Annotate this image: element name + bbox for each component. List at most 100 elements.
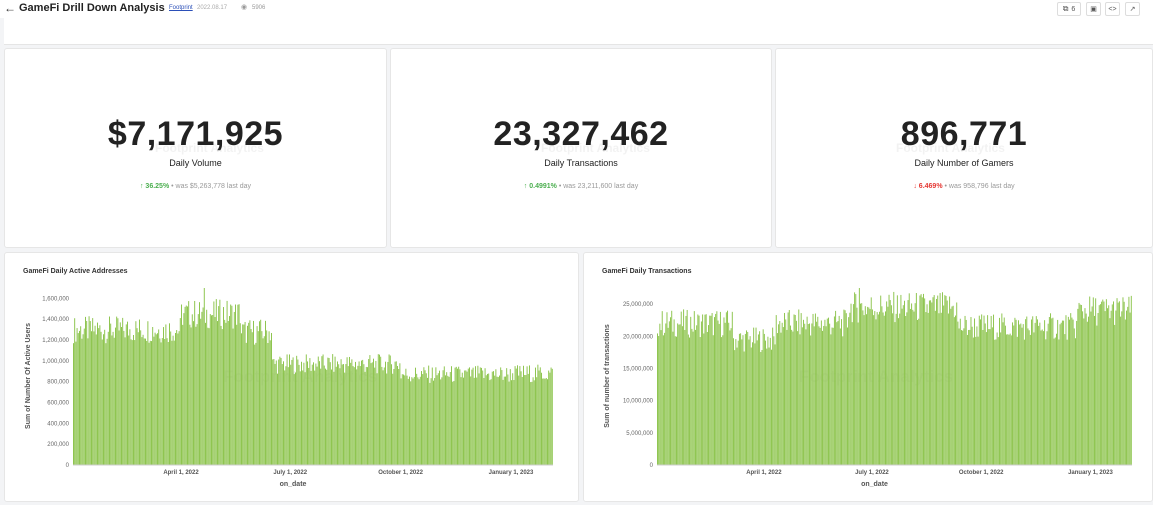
chart-bar[interactable] [774,344,776,465]
chart-bar[interactable] [1013,325,1015,466]
chart-bar[interactable] [839,328,841,465]
chart-bar[interactable] [137,332,139,465]
chart-bar[interactable] [819,327,821,465]
chart-bar[interactable] [1038,325,1040,465]
chart-bar[interactable] [700,321,702,465]
chart-bar[interactable] [824,319,826,465]
chart-bar[interactable] [662,335,664,465]
chart-bar[interactable] [928,300,930,465]
chart-bar[interactable] [171,340,173,465]
chart-bar[interactable] [388,354,390,465]
chart-bar[interactable] [465,370,467,465]
chart-bar[interactable] [453,380,455,465]
chart-bar[interactable] [196,324,198,465]
chart-bar[interactable] [1110,310,1112,465]
chart-bar[interactable] [1130,295,1132,465]
chart-bar[interactable] [428,365,430,465]
chart-bar[interactable] [791,329,793,465]
chart-bar[interactable] [136,328,138,465]
chart-bar[interactable] [121,327,122,465]
chart-bar[interactable] [776,333,778,465]
chart-bar[interactable] [255,342,257,465]
chart-bar[interactable] [511,380,512,465]
chart-bar[interactable] [823,325,825,465]
chart-bar[interactable] [127,321,128,465]
chart-bar[interactable] [98,328,100,465]
chart-bar[interactable] [743,351,745,465]
chart-bar[interactable] [347,366,349,465]
chart-bar[interactable] [191,314,193,465]
chart-bar[interactable] [262,338,264,465]
chart-bar[interactable] [111,335,113,465]
chart-bar[interactable] [915,293,917,465]
chart-bar[interactable] [500,367,502,465]
chart-bar[interactable] [146,340,148,465]
chart-bar[interactable] [439,370,440,465]
chart-bar[interactable] [211,315,212,465]
chart-bar[interactable] [193,321,194,465]
chart-bar[interactable] [441,377,443,465]
chart-bar[interactable] [727,310,729,465]
chart-bar[interactable] [387,361,389,465]
chart-bar[interactable] [768,347,770,465]
chart-bar[interactable] [683,309,685,465]
chart-bar[interactable] [405,368,407,465]
chart-bar[interactable] [680,311,682,465]
chart-bar[interactable] [1116,298,1118,465]
chart-bar[interactable] [236,324,238,465]
chart-bar[interactable] [430,378,432,465]
chart-bar[interactable] [436,375,438,465]
author-link[interactable]: Footprint [169,5,193,11]
chart-bar[interactable] [517,365,518,465]
chart-bar[interactable] [434,378,436,465]
chart-bar[interactable] [904,300,905,465]
chart-bar[interactable] [744,333,746,465]
chart-bar[interactable] [1010,335,1012,465]
chart-bar[interactable] [119,322,121,465]
chart-bar[interactable] [738,333,740,465]
chart-bar[interactable] [514,366,516,465]
chart-bar[interactable] [786,329,788,465]
chart-bar[interactable] [1016,336,1018,465]
chart-bar[interactable] [664,332,666,465]
chart-bar[interactable] [660,330,662,465]
chart-bar[interactable] [74,318,76,465]
chart-bar[interactable] [86,320,88,465]
chart-bar[interactable] [896,295,898,465]
chart-bar[interactable] [832,327,834,465]
chart-bar[interactable] [966,334,968,465]
chart-bar[interactable] [829,323,831,465]
chart-bar[interactable] [507,374,509,465]
chart-bar[interactable] [389,355,391,465]
chart-bar[interactable] [315,363,317,465]
chart-bar[interactable] [684,329,686,465]
chart-bar[interactable] [1057,319,1059,465]
chart-bar[interactable] [484,368,486,465]
chart-bar[interactable] [993,314,995,465]
chart-bar[interactable] [1015,319,1017,465]
chart-bar[interactable] [118,330,120,465]
chart-bar[interactable] [269,340,271,465]
chart-bar[interactable] [1082,311,1084,465]
chart-bar[interactable] [352,366,354,465]
chart-bar[interactable] [461,372,463,465]
chart-bar[interactable] [93,331,95,465]
chart-bar[interactable] [671,310,673,465]
chart-bar[interactable] [109,316,110,465]
chart-bar[interactable] [809,323,810,466]
chart-bar[interactable] [381,366,383,465]
chart-bar[interactable] [463,377,464,465]
chart-bar[interactable] [316,366,318,465]
chart-bar[interactable] [523,365,524,465]
chart-bar[interactable] [515,368,517,465]
chart-bar[interactable] [795,320,797,465]
chart-bar[interactable] [953,317,955,465]
chart-bar[interactable] [358,361,360,465]
chart-bar[interactable] [890,305,892,465]
chart-bar[interactable] [503,376,505,465]
chart-bar[interactable] [825,326,827,465]
chart-bar[interactable] [304,372,306,465]
chart-bar[interactable] [218,306,220,465]
chart-bar[interactable] [790,325,791,465]
chart-bar[interactable] [260,319,262,465]
